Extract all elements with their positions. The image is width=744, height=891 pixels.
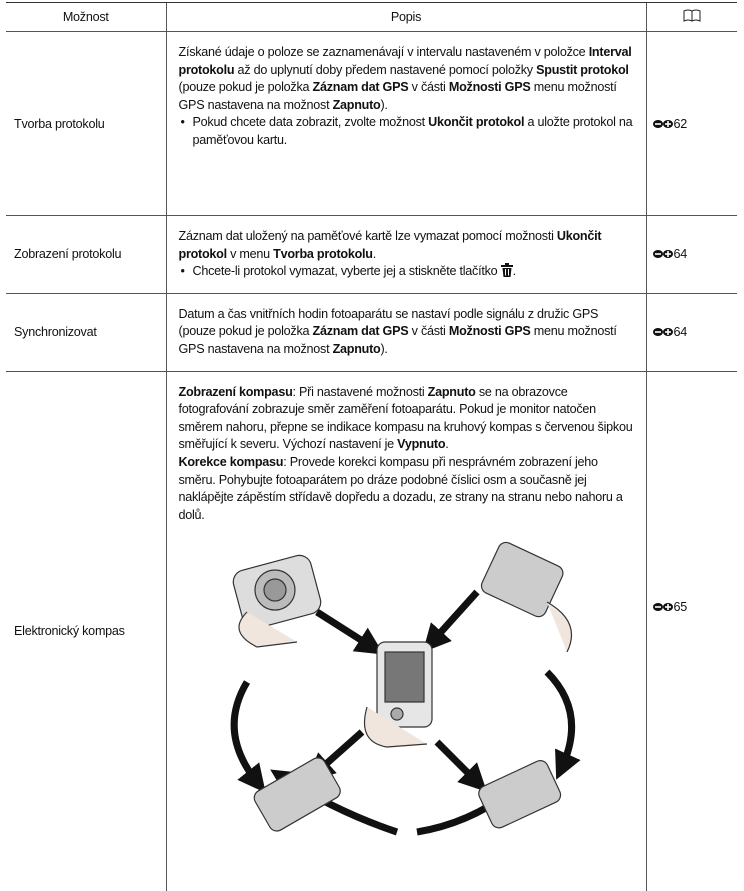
bold-text: Tvorba protokolu: [273, 246, 373, 261]
paragraph: Získané údaje o poloze se zaznamenávají …: [179, 44, 636, 114]
ref-icon: [652, 328, 673, 337]
text: .: [372, 246, 377, 261]
text: Záznam dat uložený na paměťové kartě lze…: [178, 229, 557, 243]
text: Datum a čas vnitřních hodin fotoaparátu …: [178, 306, 599, 339]
bold-text: Možnosti GPS: [448, 324, 531, 339]
description: Zobrazení kompasu: Při nastavené možnost…: [165, 370, 646, 891]
bold-text: Zobrazení kompasu: [178, 384, 293, 399]
text: Získané údaje o poloze se zaznamenávají …: [178, 45, 589, 59]
option: Zobrazení protokolu: [6, 215, 166, 294]
bold-text: Spustit protokol: [536, 62, 629, 77]
bold-text: Ukončit protokol: [428, 115, 525, 130]
option: Tvorba protokolu: [6, 31, 166, 216]
reference: 64: [645, 292, 737, 372]
text: .: [445, 437, 449, 452]
page-ref: 62: [673, 116, 688, 131]
description: Získané údaje o poloze se zaznamenávají …: [165, 31, 646, 216]
text: .: [512, 264, 517, 279]
illustration: [230, 542, 581, 836]
reference: 62: [645, 31, 737, 216]
page-ref: 64: [673, 325, 688, 340]
page-ref: 65: [673, 599, 688, 614]
text: : Při nastavené možnosti: [292, 384, 428, 399]
text: ).: [380, 97, 388, 112]
option: Elektronický kompas: [6, 370, 166, 891]
text: a uložte protokol na paměťovou kartu.: [192, 115, 633, 147]
row: Zobrazení protokolu Záznam dat uložený n…: [6, 215, 737, 294]
book-icon: [683, 9, 701, 22]
text: v menu: [226, 246, 274, 261]
reference: 65: [645, 370, 737, 891]
paragraph: Záznam dat uložený na paměťové kartě lze…: [179, 228, 636, 263]
text: až do uplynutí doby předem nastavené pom…: [234, 62, 537, 77]
description: Záznam dat uložený na paměťové kartě lze…: [165, 215, 646, 294]
bold-text: Možnosti GPS: [448, 80, 531, 95]
header-icon: [645, 2, 737, 32]
text: v části: [408, 80, 449, 95]
bold-text: Zapnuto: [332, 97, 381, 112]
paragraph: Zobrazení kompasu: Při nastavené možnost…: [179, 384, 636, 454]
text: se na obrazovce fotografování zobrazuje …: [178, 384, 633, 452]
option: Synchronizovat: [6, 292, 166, 372]
row: Synchronizovat Datum a čas vnitřních hod…: [6, 292, 737, 372]
bold-text: Zapnuto: [332, 341, 381, 356]
row: Tvorba protokolu Získané údaje o poloze …: [6, 31, 737, 216]
paragraph: Datum a čas vnitřních hodin fotoaparátu …: [179, 306, 636, 359]
row: Elektronický kompas Zobrazení kompasu: P…: [6, 370, 737, 891]
ref-icon: [652, 602, 673, 611]
bold-text: Korekce kompasu: [178, 454, 284, 469]
bullet: Pokud chcete data zobrazit, zvolte možno…: [179, 114, 636, 149]
header-row: Možnost Popis: [6, 2, 737, 32]
text: ).: [380, 341, 388, 356]
bold-text: Interval protokolu: [178, 45, 632, 77]
text: Chcete-li protokol vymazat, vyberte jej …: [192, 264, 498, 279]
text: menu možností GPS nastavena na možnost: [178, 80, 617, 112]
bold-text: Ukončit protokol: [178, 229, 602, 261]
trash-icon: [500, 263, 513, 278]
paragraph: Korekce kompasu: Provede korekci kompasu…: [179, 454, 636, 524]
text: menu možností GPS nastavena na možnost: [178, 324, 617, 356]
bold-text: Záznam dat GPS: [312, 324, 409, 339]
header-cell: Možnost: [6, 2, 166, 32]
options-table: Možnost Popis Tvorba protokolu Získané ú…: [6, 2, 737, 891]
page-ref: 64: [673, 247, 688, 262]
ref-icon: [652, 119, 673, 128]
text: Pokud chcete data zobrazit, zvolte možno…: [192, 115, 429, 130]
page: Možnost Popis Tvorba protokolu Získané ú…: [0, 0, 744, 842]
bold-text: Záznam dat GPS: [312, 80, 409, 95]
description: Datum a čas vnitřních hodin fotoaparátu …: [165, 292, 646, 372]
reference: 64: [645, 215, 737, 294]
bullet: Chcete-li protokol vymazat, vyberte jej …: [179, 263, 636, 281]
bold-text: Vypnuto: [397, 437, 446, 452]
bold-text: Zapnuto: [427, 384, 476, 399]
text: v části: [408, 324, 449, 339]
ref-icon: [652, 250, 673, 259]
text: (pouze pokud je položka: [178, 80, 313, 95]
header-cell: Popis: [165, 2, 646, 32]
text: : Provede korekci kompasu při nesprávném…: [178, 454, 623, 522]
